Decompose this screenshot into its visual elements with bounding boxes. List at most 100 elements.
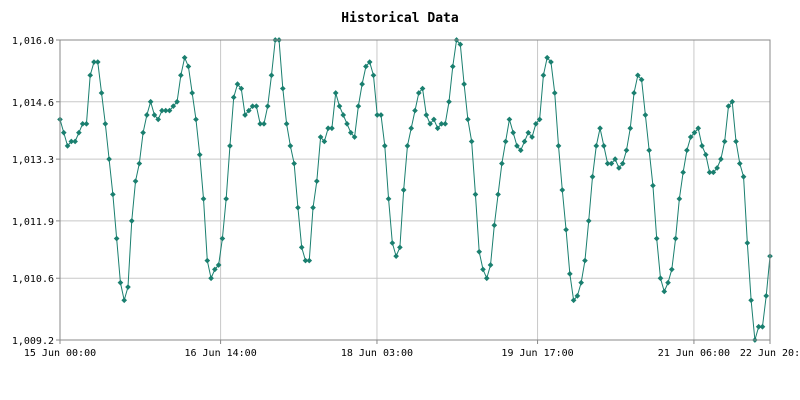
data-point bbox=[317, 134, 324, 140]
y-tick-label: 1,010.6 bbox=[12, 274, 54, 285]
data-point bbox=[634, 72, 641, 79]
data-point bbox=[200, 195, 207, 202]
x-axis: 15 Jun 00:00 16 Jun 14:00 18 Jun 03:00 19 J… bbox=[24, 340, 800, 359]
data-point bbox=[540, 72, 547, 79]
data-point bbox=[714, 165, 720, 171]
data-point bbox=[684, 147, 690, 154]
data-point bbox=[427, 120, 433, 127]
data-point bbox=[106, 156, 112, 162]
data-point bbox=[476, 248, 483, 255]
data-point bbox=[551, 90, 558, 96]
data-point bbox=[491, 222, 498, 229]
data-point bbox=[661, 288, 668, 295]
series-points bbox=[57, 37, 773, 343]
data-point bbox=[442, 120, 449, 127]
y-tick-label: 1,016.0 bbox=[12, 36, 54, 47]
data-point bbox=[510, 129, 517, 136]
data-point bbox=[212, 266, 218, 273]
data-point bbox=[616, 165, 622, 171]
data-point bbox=[355, 103, 362, 110]
data-point bbox=[585, 218, 592, 224]
data-point bbox=[185, 63, 192, 70]
data-point bbox=[449, 63, 456, 70]
data-point bbox=[533, 120, 539, 127]
data-point bbox=[253, 103, 260, 110]
data-point bbox=[548, 59, 554, 65]
data-point bbox=[461, 81, 467, 87]
data-point bbox=[499, 160, 505, 167]
data-point bbox=[468, 138, 475, 145]
data-point bbox=[64, 143, 71, 149]
data-point bbox=[208, 275, 214, 282]
data-point bbox=[321, 138, 328, 145]
data-point bbox=[268, 72, 275, 79]
data-point bbox=[472, 191, 479, 198]
data-point bbox=[419, 85, 426, 92]
data-point bbox=[193, 116, 199, 123]
data-point bbox=[536, 116, 543, 123]
data-point bbox=[385, 195, 392, 202]
data-point bbox=[279, 85, 286, 92]
data-point bbox=[374, 112, 381, 118]
data-point bbox=[408, 125, 415, 132]
data-point bbox=[589, 173, 596, 180]
data-point bbox=[525, 129, 532, 136]
data-point bbox=[397, 244, 403, 251]
data-point bbox=[687, 134, 694, 140]
data-point bbox=[699, 143, 705, 149]
x-tick-label: 22 Jun 20: bbox=[740, 348, 800, 359]
data-point bbox=[483, 275, 490, 282]
x-tick-label: 18 Jun 03:00 bbox=[341, 348, 413, 359]
data-point bbox=[261, 120, 267, 127]
data-point bbox=[174, 98, 180, 105]
data-point bbox=[125, 284, 131, 290]
data-point bbox=[291, 160, 297, 167]
data-point bbox=[672, 235, 679, 242]
data-point bbox=[60, 129, 67, 136]
y-axis: 1,009.2 1,010.6 1,011.9 1,013.3 1,014.6 1,016… bbox=[12, 36, 60, 347]
data-point bbox=[502, 138, 509, 145]
data-point bbox=[204, 257, 211, 264]
y-tick-label: 1,013.3 bbox=[12, 155, 54, 166]
data-point bbox=[121, 297, 128, 304]
data-point bbox=[140, 129, 146, 136]
data-point bbox=[136, 160, 143, 167]
x-tick-label: 15 Jun 00:00 bbox=[24, 348, 96, 359]
data-point bbox=[431, 116, 437, 123]
data-point bbox=[155, 116, 162, 123]
data-point bbox=[668, 266, 675, 273]
data-point bbox=[706, 169, 713, 176]
data-point bbox=[359, 81, 365, 87]
data-point bbox=[710, 169, 717, 176]
data-point bbox=[223, 195, 229, 202]
data-point bbox=[465, 116, 471, 123]
data-point bbox=[736, 160, 743, 167]
data-point bbox=[329, 125, 335, 132]
data-point bbox=[691, 129, 698, 136]
data-point bbox=[238, 85, 245, 92]
data-point bbox=[623, 147, 630, 154]
data-point bbox=[283, 120, 290, 127]
data-point bbox=[567, 270, 573, 277]
data-point bbox=[646, 147, 652, 154]
x-tick-label: 19 Jun 17:00 bbox=[501, 348, 573, 359]
data-point bbox=[404, 143, 411, 149]
data-point bbox=[313, 178, 320, 185]
data-point bbox=[665, 279, 671, 286]
data-point bbox=[336, 103, 343, 110]
data-point bbox=[555, 143, 562, 149]
data-point bbox=[94, 59, 101, 65]
data-point bbox=[370, 72, 377, 79]
data-point bbox=[725, 103, 732, 110]
data-point bbox=[676, 195, 683, 202]
data-point bbox=[306, 257, 313, 264]
data-point bbox=[332, 90, 339, 96]
data-point bbox=[166, 107, 173, 114]
data-point bbox=[68, 138, 75, 145]
data-point bbox=[147, 98, 154, 105]
data-point bbox=[612, 156, 618, 162]
data-point bbox=[627, 125, 634, 132]
data-point bbox=[76, 129, 82, 136]
data-point bbox=[480, 266, 486, 273]
data-point bbox=[582, 257, 588, 264]
